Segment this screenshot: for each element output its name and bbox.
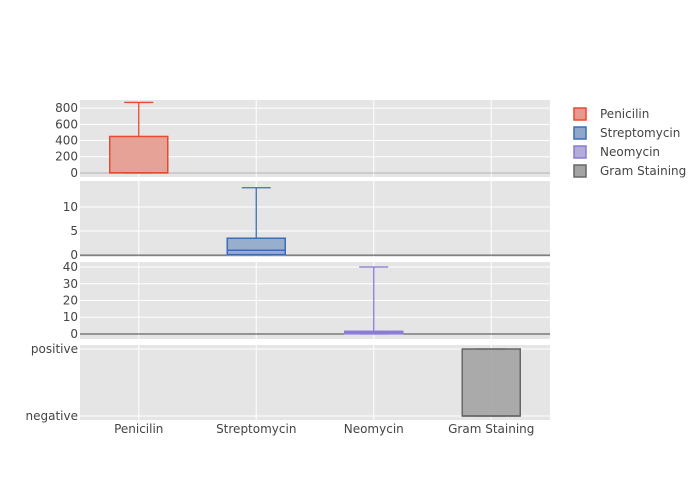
subplot-0: 0 200 400 600 800 — [55, 100, 550, 180]
plot-background — [80, 181, 550, 257]
legend-label: Neomycin — [600, 145, 660, 159]
legend-item[interactable]: Penicilin — [573, 107, 649, 121]
x-tick-label: Neomycin — [344, 422, 404, 436]
x-tick-label: Penicilin — [114, 422, 163, 436]
legend-item[interactable]: Streptomycin — [573, 126, 680, 140]
legend-swatch-icon — [573, 145, 587, 159]
legend-label: Streptomycin — [600, 126, 680, 140]
y-tick-label: 800 — [55, 101, 78, 115]
y-tick-label: 0 — [70, 166, 78, 180]
y-tick-label: 30 — [63, 277, 78, 291]
legend-item[interactable]: Neomycin — [573, 145, 660, 159]
box-1 — [226, 237, 286, 256]
y-tick-label: 10 — [63, 200, 78, 214]
box-3 — [461, 348, 521, 417]
y-tick-label: 600 — [55, 117, 78, 131]
x-tick-label: Streptomycin — [216, 422, 296, 436]
legend-label: Gram Staining — [600, 164, 686, 178]
y-tick-label: positive — [31, 342, 78, 356]
legend-label: Penicilin — [600, 107, 649, 121]
subplot-1: 0 5 10 — [63, 181, 550, 262]
y-tick-label: 200 — [55, 150, 78, 164]
box-0 — [109, 135, 169, 174]
y-tick-label: negative — [26, 409, 78, 423]
y-tick-label: 400 — [55, 134, 78, 148]
x-tick-label: Gram Staining — [448, 422, 534, 436]
subplot-2: 0 10 20 30 40 — [63, 260, 550, 341]
y-tick-label: 0 — [70, 327, 78, 341]
y-tick-label: 0 — [70, 248, 78, 262]
subplot-3: negative positive — [26, 342, 550, 423]
legend-swatch-icon — [573, 164, 587, 178]
y-tick-label: 10 — [63, 310, 78, 324]
legend-item[interactable]: Gram Staining — [573, 164, 686, 178]
y-tick-label: 20 — [63, 294, 78, 308]
y-tick-label: 5 — [70, 224, 78, 238]
legend-swatch-icon — [573, 126, 587, 140]
y-tick-label: 40 — [63, 260, 78, 274]
legend-swatch-icon — [573, 107, 587, 121]
